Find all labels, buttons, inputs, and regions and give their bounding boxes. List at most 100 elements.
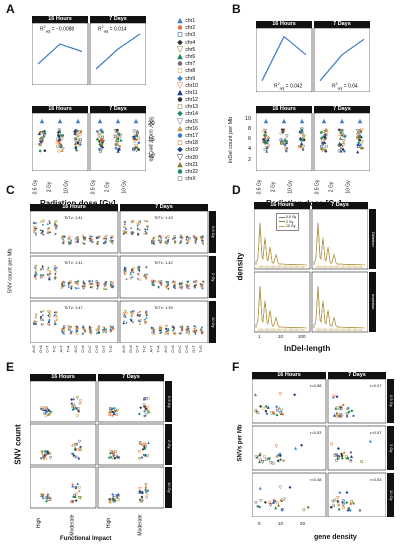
a-point <box>60 146 65 151</box>
c-point <box>171 329 175 332</box>
f-r-label: r=0.47 <box>370 383 382 388</box>
legend-label: chr6 <box>184 53 196 60</box>
e-point <box>41 496 45 499</box>
c-point <box>67 237 70 240</box>
f-point <box>268 500 272 504</box>
a-point <box>78 140 82 143</box>
f-xtick-0: 0 <box>258 521 261 526</box>
legend-marker <box>177 176 183 181</box>
c-point <box>69 237 72 240</box>
legend-marker <box>177 161 183 168</box>
e-point <box>145 493 149 496</box>
e-point <box>145 496 148 499</box>
c-point <box>34 270 37 273</box>
c-point <box>103 237 106 240</box>
f-point <box>352 414 355 418</box>
b-point <box>265 149 269 153</box>
f-point <box>276 408 279 412</box>
a-point <box>100 142 104 146</box>
c-xtick: G>T <box>191 345 196 353</box>
c-point <box>67 235 71 239</box>
e-point <box>115 413 118 416</box>
c-point <box>48 276 51 279</box>
legend-label: chr4 <box>184 39 196 46</box>
b-point <box>341 139 346 144</box>
c-point <box>131 275 134 279</box>
c-point <box>74 240 78 244</box>
c-point <box>95 328 99 332</box>
a-point <box>135 134 138 137</box>
b-point <box>300 138 304 141</box>
c-point <box>145 225 149 229</box>
a-outlier-point <box>39 118 45 124</box>
a-point <box>137 136 141 140</box>
legend-marker <box>177 53 183 60</box>
e-point <box>44 457 47 460</box>
a-point <box>39 135 43 140</box>
c-point <box>61 330 63 333</box>
c-point <box>129 271 132 274</box>
c-point <box>34 264 38 268</box>
f-point <box>347 410 351 414</box>
legend-label: chr11 <box>184 89 198 96</box>
e-point <box>142 403 146 406</box>
e-point <box>70 398 74 401</box>
f-point <box>334 453 339 458</box>
c-row-strip: 10 Gy <box>209 301 216 343</box>
legend-label: chr10 <box>184 82 198 89</box>
b-point <box>301 132 305 136</box>
f-point <box>288 485 292 489</box>
c-point <box>46 222 49 226</box>
f-point <box>302 508 306 512</box>
f-point <box>336 406 340 411</box>
f-point <box>275 405 279 409</box>
c-point <box>46 231 49 234</box>
b-point <box>356 150 360 154</box>
e-point <box>108 413 112 416</box>
e-point <box>72 495 75 499</box>
b-point <box>343 150 346 153</box>
a-point <box>116 148 121 152</box>
panel-letter-e: E <box>6 360 15 374</box>
e-point <box>71 452 75 456</box>
a-point <box>96 138 99 141</box>
b-point <box>280 141 284 145</box>
b-point <box>322 130 326 133</box>
e-point <box>115 493 119 497</box>
e-point <box>137 412 141 416</box>
b-point <box>342 141 346 145</box>
c-point <box>123 271 127 275</box>
e-point <box>46 410 49 413</box>
f-point <box>294 446 298 450</box>
legend-marker <box>177 68 183 74</box>
c-point <box>150 241 153 243</box>
legend-marker <box>177 133 183 138</box>
c-point <box>144 275 148 279</box>
c-titv-label: Ti/Tv: 1.47 <box>64 305 83 310</box>
b-point <box>339 143 343 147</box>
c-point <box>187 284 191 288</box>
legend-label: chr14 <box>184 111 198 118</box>
c-xtick: G>C <box>87 345 92 353</box>
legend-marker <box>177 39 183 45</box>
c-point <box>41 313 44 316</box>
e-point <box>45 496 49 500</box>
f-point <box>279 408 284 413</box>
b-point <box>359 128 364 133</box>
a-point <box>37 131 41 136</box>
c-point <box>185 331 188 334</box>
b-point <box>285 146 289 151</box>
a-line-16h <box>37 43 83 65</box>
f-scatter <box>252 379 386 517</box>
d-row-strip-insertion: Insertion <box>369 272 376 332</box>
c-point <box>41 267 44 270</box>
legend-symbol <box>177 39 183 45</box>
e-point <box>79 448 82 452</box>
legend-symbol <box>176 154 184 161</box>
c-point <box>39 228 42 232</box>
a-point <box>77 130 82 135</box>
c-point <box>131 268 135 272</box>
d-xtick-100: 100 <box>298 334 306 339</box>
c-point <box>124 231 128 235</box>
f-point <box>263 455 266 458</box>
